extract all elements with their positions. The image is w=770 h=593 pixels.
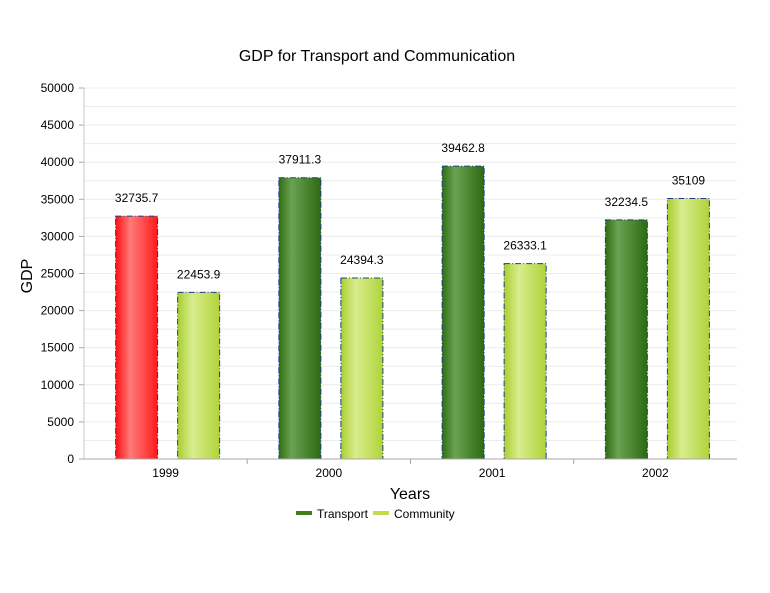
x-axis-ticks: 1999 2000 2001 2002	[152, 459, 669, 480]
bar-transport-2000	[278, 177, 322, 460]
y-tick-label: 5000	[47, 415, 74, 429]
data-label: 35109	[672, 173, 706, 187]
data-label: 26333.1	[503, 239, 547, 253]
data-label: 37911.3	[279, 153, 322, 167]
y-tick-label: 25000	[41, 267, 75, 281]
x-axis-label: Years	[390, 486, 430, 503]
y-tick-label: 35000	[41, 192, 75, 206]
bar-community-2001	[503, 263, 547, 460]
y-tick-label: 50000	[41, 81, 75, 95]
y-tick-label: 30000	[41, 229, 75, 243]
x-tick-label: 2002	[642, 466, 669, 480]
bar-community-1999	[177, 291, 221, 460]
legend-label-transport: Transport	[317, 507, 369, 521]
chart-title: GDP for Transport and Communication	[239, 48, 515, 65]
y-axis-label: GDP	[19, 259, 36, 294]
y-tick-label: 20000	[41, 304, 75, 318]
y-tick-label: 45000	[41, 118, 75, 132]
bar-transport-2001	[441, 165, 485, 460]
data-label: 22453.9	[177, 267, 221, 281]
y-tick-label: 15000	[41, 341, 75, 355]
y-axis-ticks: 0 5000 10000 15000 20000 25000 30000 35000 40000…	[41, 81, 84, 466]
x-tick-label: 2000	[316, 466, 343, 480]
bar-community-2000	[340, 277, 384, 460]
data-label: 32735.7	[115, 191, 159, 205]
data-label: 32234.5	[605, 195, 649, 209]
legend: Transport Community	[296, 507, 455, 521]
data-label: 39462.8	[441, 141, 485, 155]
x-tick-label: 1999	[152, 466, 179, 480]
legend-swatch-transport	[296, 511, 312, 515]
legend-label-community: Community	[394, 507, 455, 521]
y-tick-label: 40000	[41, 155, 75, 169]
bar-community-2002	[666, 197, 710, 460]
legend-swatch-community	[373, 511, 389, 515]
bar-transport-1999	[115, 215, 159, 460]
data-label: 24394.3	[340, 253, 384, 267]
bars: 32735.7 22453.9 37911.3 24394.3 39462.8 26333…	[115, 141, 710, 460]
y-tick-label: 0	[67, 452, 74, 466]
bar-transport-2002	[604, 219, 648, 460]
y-tick-label: 10000	[41, 378, 75, 392]
x-tick-label: 2001	[479, 466, 506, 480]
